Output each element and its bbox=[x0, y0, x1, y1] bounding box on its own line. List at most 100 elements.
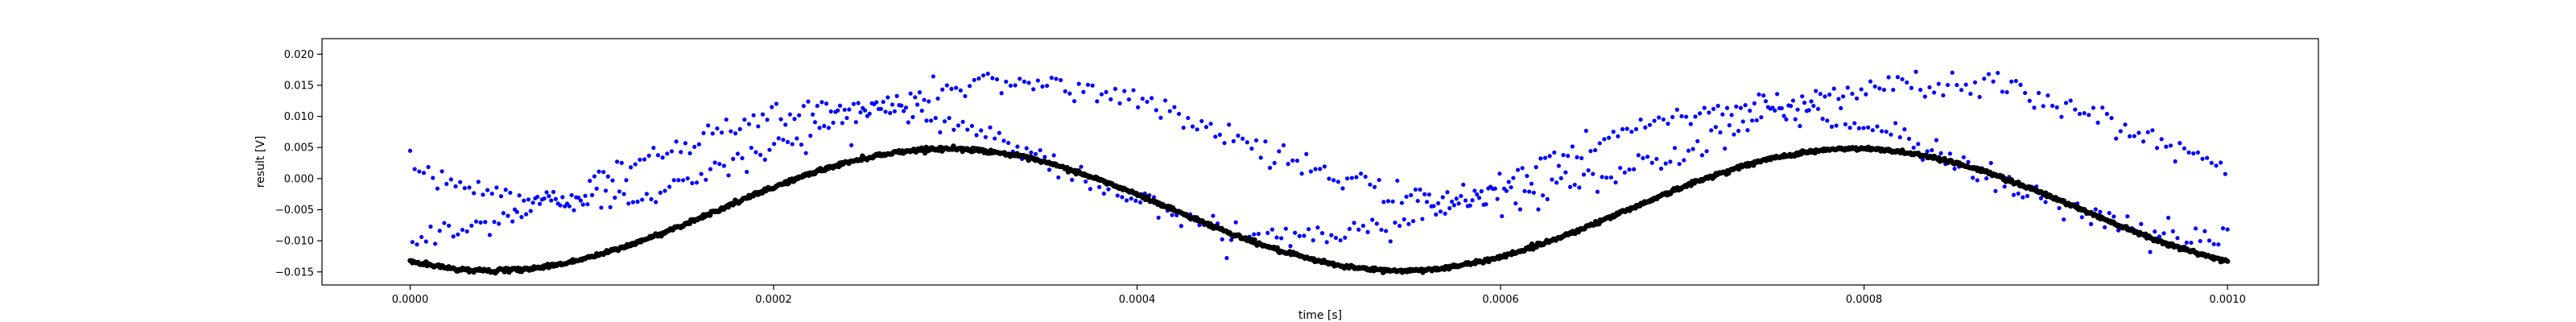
data-point-black bbox=[2224, 258, 2231, 264]
data-point-blue bbox=[840, 121, 844, 126]
data-point-blue bbox=[988, 125, 993, 130]
data-point-blue bbox=[1126, 97, 1131, 102]
data-point-blue bbox=[530, 200, 535, 205]
data-point-blue bbox=[1176, 111, 1182, 117]
data-point-blue bbox=[446, 223, 452, 228]
data-point-blue bbox=[1120, 195, 1125, 200]
data-point-blue bbox=[638, 157, 642, 163]
data-point-blue bbox=[917, 90, 923, 95]
data-point-blue bbox=[883, 109, 888, 114]
data-point-blue bbox=[1889, 132, 1893, 137]
data-point-blue bbox=[983, 134, 988, 139]
y-axis-label: result [V] bbox=[254, 136, 267, 188]
data-point-blue bbox=[1436, 200, 1441, 206]
data-point-blue bbox=[560, 195, 565, 200]
data-point-blue bbox=[2027, 98, 2032, 103]
data-point-blue bbox=[1836, 97, 1841, 101]
data-point-blue bbox=[569, 192, 574, 198]
data-point-blue bbox=[717, 162, 722, 167]
data-point-blue bbox=[1015, 144, 1020, 149]
data-point-blue bbox=[1434, 212, 1439, 217]
data-point-blue bbox=[701, 130, 706, 135]
data-point-blue bbox=[1042, 155, 1047, 159]
data-point-blue bbox=[1349, 175, 1354, 180]
data-point-blue bbox=[660, 155, 665, 160]
data-point-blue bbox=[522, 198, 526, 203]
data-point-blue bbox=[801, 104, 806, 109]
data-point-blue bbox=[1084, 179, 1088, 184]
data-point-blue bbox=[2073, 107, 2078, 112]
data-point-blue bbox=[2184, 240, 2189, 245]
data-point-blue bbox=[1324, 240, 1329, 245]
data-point-blue bbox=[549, 198, 554, 203]
data-point-blue bbox=[1749, 118, 1755, 123]
data-point-blue bbox=[1971, 175, 1975, 180]
data-point-blue bbox=[1861, 126, 1866, 130]
data-point-blue bbox=[665, 151, 670, 156]
data-point-blue bbox=[1620, 126, 1625, 132]
data-point-blue bbox=[1748, 108, 1752, 114]
data-point-blue bbox=[1046, 167, 1052, 172]
data-point-blue bbox=[1952, 167, 1957, 171]
data-point-blue bbox=[1347, 226, 1352, 231]
data-point-blue bbox=[2220, 226, 2226, 231]
data-point-blue bbox=[1682, 158, 1686, 163]
data-point-blue bbox=[712, 160, 717, 165]
data-point-blue bbox=[985, 71, 990, 76]
data-point-blue bbox=[1707, 110, 1711, 115]
data-point-blue bbox=[542, 196, 547, 201]
data-point-blue bbox=[2175, 236, 2180, 241]
data-point-blue bbox=[478, 220, 483, 225]
data-point-blue bbox=[1843, 122, 1848, 126]
data-point-blue bbox=[690, 180, 695, 186]
data-point-blue bbox=[994, 76, 1000, 82]
data-point-blue bbox=[448, 177, 453, 182]
data-point-blue bbox=[1418, 187, 1422, 192]
data-point-blue bbox=[1099, 92, 1104, 97]
data-point-blue bbox=[1059, 77, 1063, 83]
data-point-blue bbox=[1070, 177, 1075, 183]
data-point-blue bbox=[1513, 201, 1518, 206]
data-point-blue bbox=[1101, 191, 1106, 196]
data-point-blue bbox=[1063, 89, 1067, 94]
data-point-blue bbox=[1222, 141, 1227, 146]
data-point-blue bbox=[1404, 194, 1409, 199]
data-point-blue bbox=[740, 155, 745, 161]
data-point-blue bbox=[1547, 154, 1552, 159]
data-point-blue bbox=[1891, 87, 1896, 93]
data-point-blue bbox=[735, 151, 740, 156]
data-point-blue bbox=[1203, 125, 1209, 130]
data-point-blue bbox=[578, 198, 584, 203]
data-point-blue bbox=[2062, 217, 2066, 222]
y-axis-ticks: −0.015 −0.010 −0.005 0.000 0.005 0.010 0.015 0.… bbox=[275, 49, 322, 279]
data-point-blue bbox=[1297, 233, 1302, 238]
data-point-blue bbox=[1604, 175, 1609, 180]
data-point-blue bbox=[1856, 126, 1861, 130]
x-axis-ticks: 0.0000 0.0002 0.0004 0.0006 0.0008 0.0010 bbox=[392, 285, 2246, 306]
data-point-blue bbox=[733, 131, 738, 136]
data-point-blue bbox=[1137, 200, 1143, 205]
y-tick-label: −0.010 bbox=[275, 236, 314, 248]
data-point-blue bbox=[726, 173, 731, 178]
data-point-blue bbox=[487, 233, 492, 237]
data-point-blue bbox=[1249, 147, 1254, 151]
data-point-blue bbox=[1358, 171, 1364, 176]
y-tick-label: 0.005 bbox=[284, 142, 314, 155]
data-point-blue bbox=[1886, 75, 1891, 80]
data-point-blue bbox=[770, 105, 774, 109]
data-point-blue bbox=[2087, 113, 2091, 118]
data-point-blue bbox=[1556, 163, 1561, 168]
data-point-blue bbox=[844, 115, 849, 121]
data-point-blue bbox=[644, 192, 649, 196]
data-point-blue bbox=[1561, 153, 1566, 158]
data-point-blue bbox=[2098, 209, 2103, 214]
data-point-blue bbox=[553, 196, 558, 201]
data-point-blue bbox=[1440, 195, 1445, 200]
data-point-blue bbox=[1663, 161, 1668, 166]
data-point-blue bbox=[431, 175, 436, 180]
data-point-blue bbox=[1693, 114, 1698, 119]
data-point-blue bbox=[1645, 155, 1650, 159]
data-point-blue bbox=[1356, 227, 1361, 232]
data-point-blue bbox=[605, 174, 610, 179]
data-point-blue bbox=[2018, 82, 2023, 87]
